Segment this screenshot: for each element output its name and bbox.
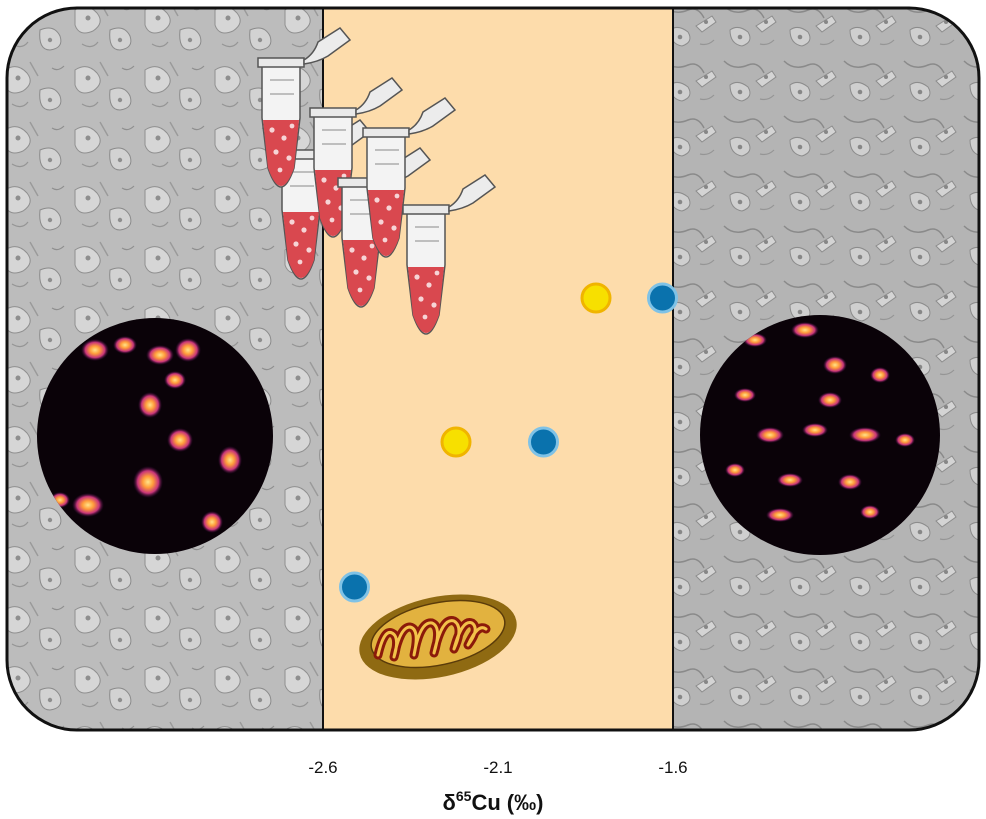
x-axis-title: δ65Cu (‰): [443, 788, 544, 815]
axis-title-unit: (‰): [507, 790, 544, 815]
x-tick-label: -2.6: [308, 758, 337, 777]
fluorescence-image-left: [37, 318, 273, 554]
data-point-series-0-0: [580, 282, 612, 314]
microtube-group: [257, 27, 497, 335]
microtube-icon: [362, 97, 457, 258]
fluorescence-image-right: [700, 315, 940, 555]
mitochondrion-icon: [359, 594, 517, 680]
data-point-series-1-0: [647, 282, 678, 314]
x-tick-label: -1.6: [658, 758, 687, 777]
microtube-icon: [402, 174, 497, 335]
data-point-series-1-2: [339, 571, 370, 603]
axis-title-superscript: 65: [456, 788, 472, 804]
microtube-icon: [257, 27, 352, 188]
data-point-series-1-1: [528, 426, 559, 458]
x-axis-ticks: -2.6 -2.1 -1.6: [308, 758, 687, 777]
axis-title-symbol: δ: [443, 790, 456, 815]
frame-border: [5, 6, 981, 732]
x-tick-label: -2.1: [483, 758, 512, 777]
data-point-series-0-1: [440, 426, 472, 458]
data-points: [339, 282, 678, 603]
axis-title-element: Cu: [471, 790, 500, 815]
